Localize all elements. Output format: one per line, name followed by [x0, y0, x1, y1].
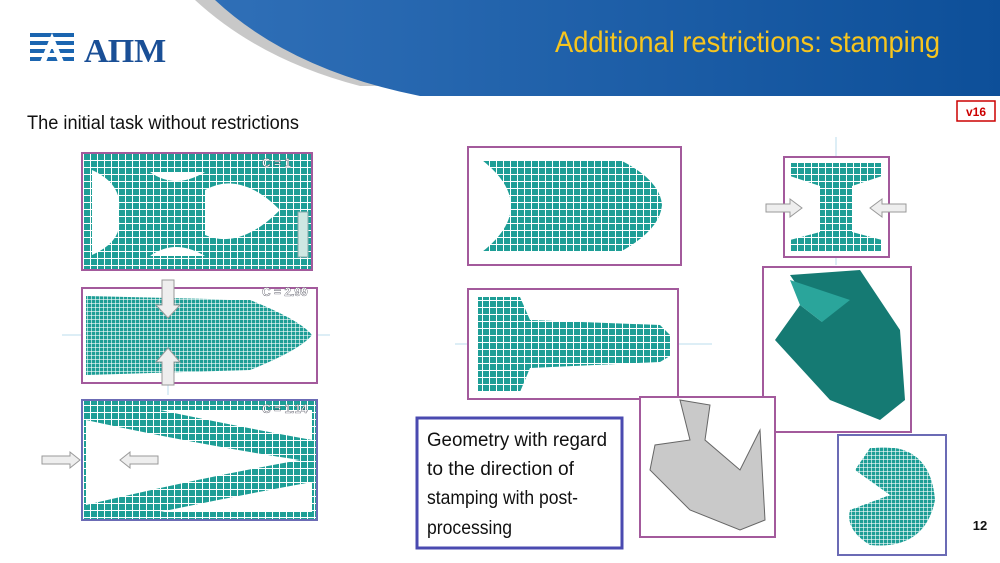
caption-line: stamping with post-: [427, 488, 578, 509]
panel-a: [467, 146, 682, 266]
panel-d: [762, 266, 912, 433]
panel-1: C = 1: [81, 152, 313, 271]
slide-title: Additional restrictions: stamping: [555, 26, 940, 59]
panel-label: C = 1: [262, 156, 291, 170]
panel-label: C = 1.14: [262, 402, 308, 416]
logo-icon: [30, 33, 74, 62]
caption-line: to the direction of: [427, 459, 575, 480]
subtitle: The initial task without restrictions: [27, 113, 299, 134]
caption-line: processing: [427, 518, 512, 539]
panel-b: [455, 288, 712, 400]
page-number: 12: [973, 518, 987, 533]
panel-f: [837, 434, 947, 556]
panel-2: C = 2.99: [62, 279, 330, 395]
panel-3: C = 1.14: [41, 399, 318, 521]
panel-label: C = 2.99: [262, 285, 308, 299]
caption: Geometry with regard to the direction of…: [427, 430, 607, 539]
panel-c: [765, 137, 907, 265]
caption-line: Geometry with regard: [427, 430, 607, 451]
panel-e: [639, 396, 776, 538]
version-text: v16: [966, 105, 986, 119]
logo-text: АПМ: [84, 33, 166, 70]
version-badge: [956, 100, 996, 122]
header-swoosh: [215, 0, 1000, 96]
caption-box: [415, 416, 624, 550]
